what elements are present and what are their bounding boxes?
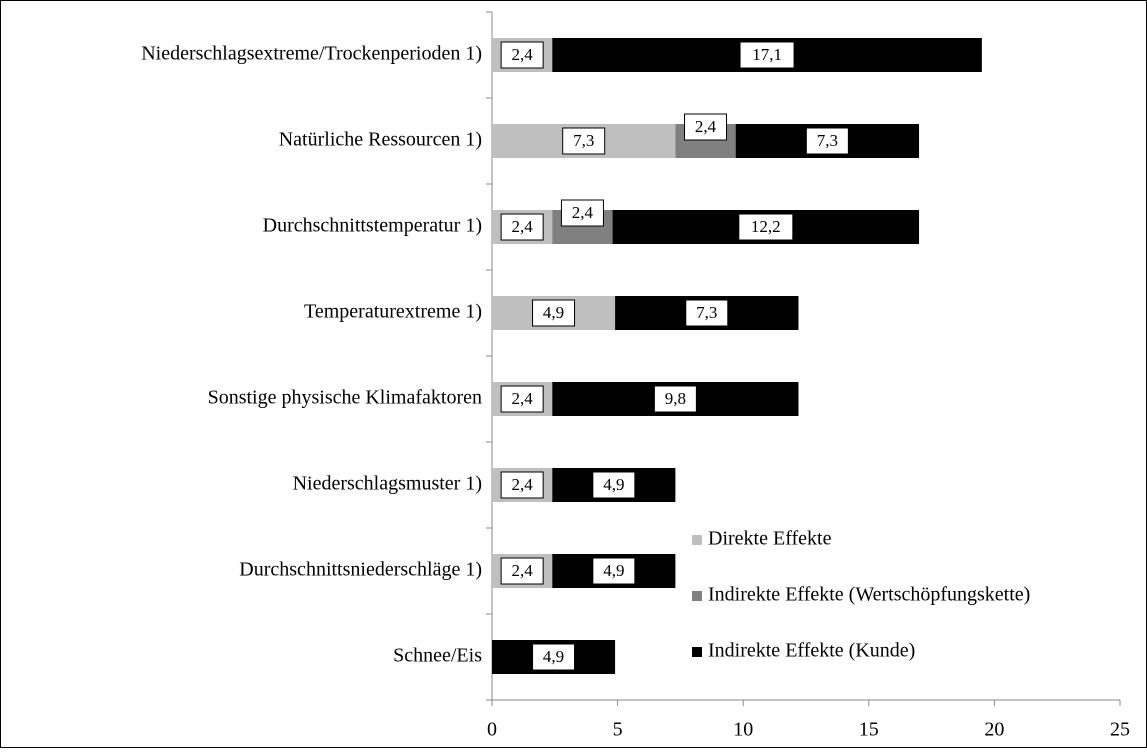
value-label-box	[532, 299, 576, 327]
category-label: Durchschnittstemperatur 1)	[263, 215, 482, 237]
value-label: 12,2	[751, 217, 781, 236]
x-tick-label: 15	[859, 719, 879, 741]
value-label-box	[592, 471, 636, 499]
category-label: Natürliche Ressourcen 1)	[279, 129, 482, 151]
value-label: 17,1	[752, 45, 782, 64]
value-label-box	[500, 471, 544, 499]
value-label-box	[805, 127, 849, 155]
value-label-box	[532, 643, 576, 671]
x-tick-label: 20	[984, 719, 1004, 741]
legend-label: Indirekte Effekte (Wertschöpfungskette)	[708, 584, 1030, 606]
value-label-box	[685, 299, 729, 327]
category-label: Schnee/Eis	[393, 645, 482, 667]
value-label: 9,8	[665, 389, 686, 408]
x-tick-label: 10	[733, 719, 753, 741]
value-label-box	[738, 213, 794, 241]
value-label: 2,4	[695, 117, 717, 136]
value-label-box	[684, 113, 728, 141]
legend-label: Indirekte Effekte (Kunde)	[708, 640, 915, 662]
value-label: 2,4	[512, 389, 534, 408]
value-label: 4,9	[603, 561, 624, 580]
value-label-box	[560, 199, 604, 227]
x-tick-label: 25	[1110, 719, 1130, 741]
value-label: 2,4	[572, 203, 594, 222]
value-label: 2,4	[512, 561, 534, 580]
value-label: 7,3	[696, 303, 717, 322]
value-label-box	[500, 557, 544, 585]
legend-swatch	[692, 647, 702, 657]
x-tick-label: 5	[613, 719, 623, 741]
category-label: Niederschlagsmuster 1)	[293, 473, 482, 495]
value-label: 7,3	[573, 131, 594, 150]
category-label: Temperaturextreme 1)	[304, 301, 482, 323]
value-label-box	[592, 557, 636, 585]
category-label: Durchschnittsniederschläge 1)	[239, 559, 482, 581]
value-label-box	[739, 41, 795, 69]
value-label: 4,9	[543, 303, 564, 322]
value-label: 4,9	[603, 475, 624, 494]
value-label-box	[500, 213, 544, 241]
category-label: Niederschlagsextreme/Trockenperioden 1)	[141, 43, 482, 65]
legend-swatch	[692, 591, 702, 601]
value-label: 4,9	[543, 647, 564, 666]
x-tick-label: 0	[487, 719, 497, 741]
value-label-box	[653, 385, 697, 413]
value-label: 7,3	[817, 131, 838, 150]
value-label: 2,4	[512, 217, 534, 236]
legend-label: Direkte Effekte	[708, 528, 832, 550]
value-label-box	[500, 385, 544, 413]
value-label: 2,4	[512, 475, 534, 494]
category-label: Sonstige physische Klimafaktoren	[208, 387, 482, 409]
legend-swatch	[692, 535, 702, 545]
value-label-box	[562, 127, 606, 155]
value-label-box	[500, 41, 544, 69]
value-label: 2,4	[512, 45, 534, 64]
